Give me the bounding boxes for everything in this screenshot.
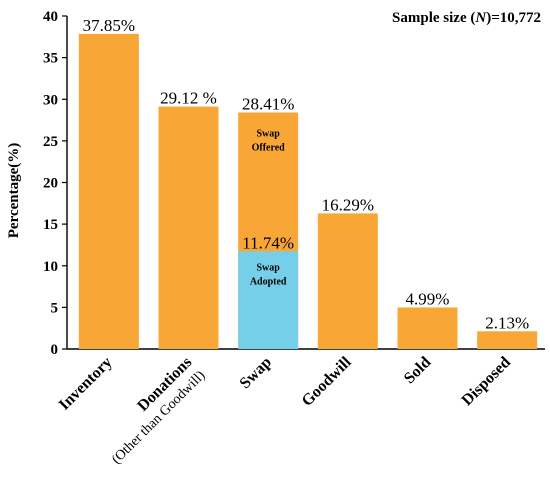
- bars: [78, 33, 538, 350]
- segment-value-label: 11.74%: [242, 233, 294, 252]
- bar-donations: [158, 106, 219, 350]
- axes: 0 5 10 15 20 25 30 35 40: [43, 9, 545, 358]
- y-tick-label: 10: [43, 259, 58, 275]
- bar-goodwill: [317, 213, 378, 349]
- y-tick-label: 0: [51, 342, 59, 358]
- x-tick-label: Goodwill: [299, 353, 355, 409]
- y-tick-label: 5: [51, 300, 59, 316]
- y-tick-label: 25: [43, 134, 58, 150]
- segment-label-offered: Offered: [252, 142, 286, 153]
- value-label: 28.41%: [242, 94, 294, 113]
- segment-label-adopted: Swap: [256, 262, 280, 273]
- y-tick-label: 40: [43, 9, 58, 25]
- bar-inventory: [78, 33, 139, 350]
- x-tick-label: Disposed: [459, 354, 514, 409]
- category-labels: Inventory Donations(Other than Goodwill) S…: [56, 353, 514, 467]
- bar-segment-swap-adopted: [238, 251, 299, 349]
- y-tick-label: 30: [43, 92, 58, 108]
- value-label: 37.85%: [83, 16, 135, 35]
- segment-label-offered: Swap: [256, 128, 280, 139]
- value-label: 4.99%: [406, 289, 450, 308]
- bar-disposed: [477, 331, 538, 349]
- y-axis-label: Percentage(%): [6, 143, 22, 239]
- bar-sold: [397, 307, 458, 349]
- value-label: 2.13%: [485, 313, 529, 332]
- value-labels: 37.85% 29.12 % 28.41% 11.74% Swap Adopted Swap…: [83, 16, 530, 332]
- segment-label-adopted: Adopted: [250, 276, 287, 287]
- x-tick-label: Swap: [237, 354, 276, 393]
- x-tick-label: Inventory: [56, 354, 116, 414]
- y-tick-label: 35: [43, 51, 58, 67]
- x-tick-label: Sold: [401, 354, 434, 387]
- y-tick-label: 20: [43, 176, 58, 192]
- value-label: 16.29%: [322, 195, 374, 214]
- value-label: 29.12 %: [160, 89, 217, 108]
- sample-size-annotation: Sample size (N)=10,772: [392, 10, 541, 26]
- y-tick-label: 15: [43, 217, 58, 233]
